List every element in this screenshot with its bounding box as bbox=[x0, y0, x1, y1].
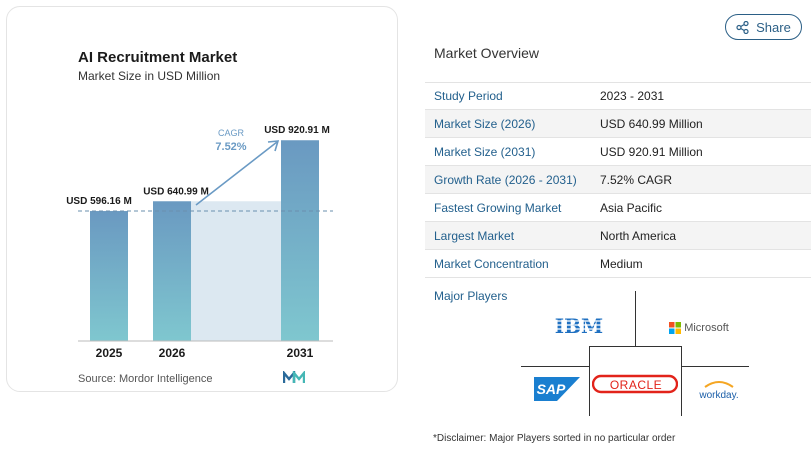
bar-2025 bbox=[90, 211, 128, 341]
overview-row: Study Period 2023 - 2031 bbox=[425, 82, 811, 110]
growth-area bbox=[191, 201, 281, 341]
sap-logo: SAP bbox=[534, 377, 580, 401]
overview-row-label: Study Period bbox=[434, 89, 503, 103]
bar-2026 bbox=[153, 201, 191, 341]
major-players-title: Major Players bbox=[434, 289, 508, 303]
workday-logo: workday. bbox=[689, 379, 749, 401]
overview-row-value: Medium bbox=[600, 256, 643, 271]
overview-row-label: Growth Rate (2026 - 2031) bbox=[434, 172, 577, 187]
microsoft-windows-icon bbox=[669, 322, 682, 334]
tick-label-2026: 2026 bbox=[159, 346, 186, 360]
cagr-label: CAGR bbox=[218, 128, 245, 138]
overview-row-value: USD 920.91 Million bbox=[600, 144, 703, 159]
overview-title: Market Overview bbox=[434, 45, 540, 61]
major-players-grid: IBM Microsoft SAP ORACLE workday. bbox=[521, 291, 749, 416]
chart-subtitle: Market Size in USD Million bbox=[78, 69, 221, 83]
overview-row-value: North America bbox=[600, 228, 677, 243]
sap-logo-text: SAP bbox=[537, 381, 566, 397]
data-label-2031: USD 920.91 M bbox=[264, 125, 330, 136]
overview-row: Market Size (2026) USD 640.99 Million bbox=[425, 110, 811, 138]
data-label-2026: USD 640.99 M bbox=[143, 186, 209, 197]
overview-row: Fastest Growing Market Asia Pacific bbox=[425, 194, 811, 222]
data-label-2025: USD 596.16 M bbox=[66, 196, 132, 207]
mordor-logo-icon bbox=[283, 371, 305, 383]
tick-label-2031: 2031 bbox=[287, 346, 314, 360]
cagr-arrow bbox=[195, 141, 278, 206]
overview-row-value: Asia Pacific bbox=[600, 200, 663, 215]
chart-title: AI Recruitment Market bbox=[78, 49, 238, 66]
oracle-logo: ORACLE bbox=[591, 373, 679, 395]
overview-row-label: Largest Market bbox=[434, 228, 515, 243]
overview-row: Market Concentration Medium bbox=[425, 250, 811, 278]
market-overview-table: Study Period 2023 - 2031 Market Size (2026… bbox=[425, 82, 811, 278]
overview-row: Market Size (2031) USD 920.91 Million bbox=[425, 138, 811, 166]
workday-logo-text: workday. bbox=[698, 390, 738, 401]
microsoft-logo-text: Microsoft bbox=[684, 322, 729, 334]
overview-row-value: USD 640.99 Million bbox=[600, 116, 703, 131]
cagr-value: 7.52% bbox=[215, 141, 246, 153]
overview-row: Growth Rate (2026 - 2031) 7.52% CAGR bbox=[425, 166, 811, 194]
overview-row-value: 7.52% CAGR bbox=[600, 172, 673, 187]
bar-2031 bbox=[281, 140, 319, 341]
overview-row-label: Market Concentration bbox=[434, 256, 549, 271]
disclaimer: *Disclaimer: Major Players sorted in no … bbox=[433, 433, 676, 444]
share-button[interactable]: Share bbox=[725, 14, 802, 40]
oracle-logo-text: ORACLE bbox=[610, 378, 662, 392]
overview-row-label: Market Size (2026) bbox=[434, 116, 536, 131]
bar-chart: USD 596.16 M USD 640.99 M USD 920.91 M 2025… bbox=[66, 125, 333, 360]
share-label: Share bbox=[756, 19, 791, 35]
share-icon bbox=[736, 20, 749, 34]
overview-row-value: 2023 - 2031 bbox=[600, 89, 665, 103]
tick-label-2025: 2025 bbox=[96, 346, 123, 360]
chart-source: Source: Mordor Intelligence bbox=[78, 373, 213, 385]
cagr-arrowhead bbox=[267, 140, 280, 152]
overview-row-label: Fastest Growing Market bbox=[434, 200, 562, 215]
overview-row-label: Market Size (2031) bbox=[434, 144, 536, 159]
overview-row: Largest Market North America bbox=[425, 222, 811, 250]
ibm-logo-text: IBM bbox=[554, 315, 602, 337]
ibm-logo: IBM bbox=[541, 311, 616, 341]
microsoft-logo: Microsoft bbox=[649, 316, 749, 340]
